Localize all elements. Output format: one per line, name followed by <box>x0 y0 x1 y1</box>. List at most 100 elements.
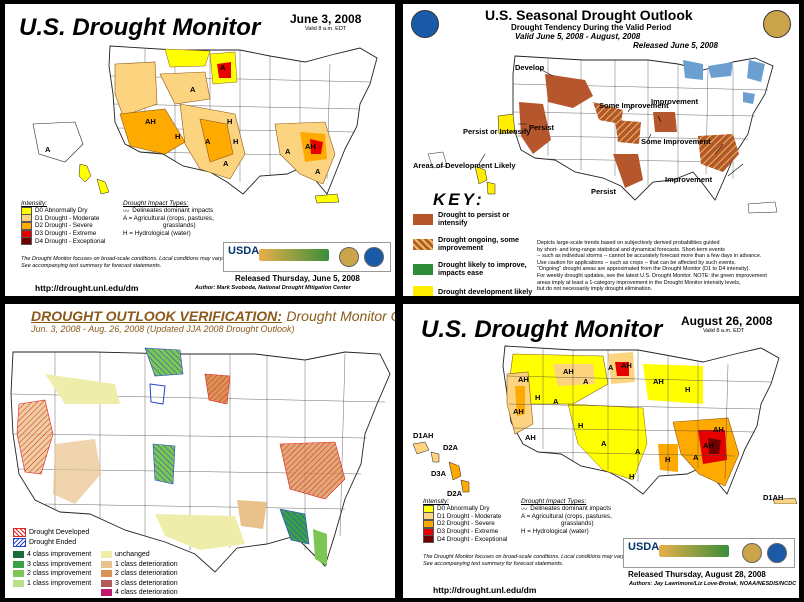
map-label: A <box>553 397 559 406</box>
map-label: AH <box>525 433 536 442</box>
legend-label: D4 Drought - Exceptional <box>35 237 106 245</box>
key-label: Drought likely to improve, impacts ease <box>438 260 527 277</box>
legend-swatch <box>423 504 434 513</box>
key-label: Drought development likely <box>438 286 533 296</box>
legend-row: grasslands) <box>521 520 612 528</box>
panel1-released: Released Thursday, June 5, 2008 <box>235 274 360 283</box>
noaa-logo-icon <box>767 543 787 563</box>
legend-label: 3 class deterioration <box>115 579 178 587</box>
hawaii-label: D2A <box>443 443 459 452</box>
map-label: Persist <box>591 187 617 196</box>
legend-row: 2 class improvement <box>13 569 91 579</box>
paragraph-line: Depicts large-scale trends based on subj… <box>537 240 720 246</box>
legend-label: grasslands) <box>561 520 594 528</box>
legend-label: Delineates dominant impacts <box>132 207 214 215</box>
legend-row: D2 Drought - Severe <box>423 519 507 528</box>
panel1-url[interactable]: http://drought.unl.edu/dm <box>35 283 139 293</box>
map-label: A <box>583 377 589 386</box>
legend-label: H = Hydrological (water) <box>521 528 589 536</box>
legend-swatch <box>423 512 434 521</box>
legend-row: 1 class deterioration <box>101 560 178 570</box>
ndmc-logo <box>259 249 329 261</box>
legend-label: 2 class deterioration <box>115 570 178 578</box>
legend-row: D2 Drought - Severe <box>21 221 105 230</box>
paragraph-line: For weekly drought updates, see the late… <box>537 272 767 279</box>
legend-label: 3 class improvement <box>27 560 92 568</box>
legend-label: D1 Drought - Moderate <box>437 512 502 520</box>
panel1-intensity-legend: Intensity: D0 Abnormally Dry D1 Drought … <box>21 200 106 246</box>
panel4-valid: Valid 8 a.m. EDT <box>703 328 745 334</box>
paragraph-line: by short- and long-range statistical and… <box>537 246 725 253</box>
panel3-deterioration-legend: unchanged 1 class deterioration 2 class … <box>101 550 178 598</box>
panel4-released: Released Thursday, August 28, 2008 <box>628 570 766 579</box>
legend-row: A = Agricultural (crops, pastures, <box>521 513 612 521</box>
legend-row: D1 Drought - Moderate <box>21 214 105 223</box>
legend-swatch <box>13 560 24 568</box>
key-row: Drought to persist or intensify <box>413 211 533 227</box>
legend-swatch <box>21 237 32 246</box>
legend-row: D0 Abnormally Dry <box>21 206 105 215</box>
key-swatch <box>413 238 433 250</box>
map-label: AH <box>653 377 664 386</box>
legend-label: D4 Drought - Exceptional <box>437 535 508 543</box>
panel2-released: Released June 5, 2008 <box>633 41 718 50</box>
legend-swatch <box>423 535 434 544</box>
panel2-map: Develop Persist Some Improvement Improve… <box>413 55 778 214</box>
drought-monitor-june-panel: U.S. Drought Monitor June 3, 2008 Valid … <box>5 4 395 296</box>
hawaii-label: D3A <box>431 469 447 478</box>
legend-row: D4 Drought - Exceptional <box>423 535 508 544</box>
usda-logo: USDA <box>628 541 660 553</box>
map-label: Develop <box>515 63 545 72</box>
key-row: Drought ongoing, some improvement <box>413 236 533 252</box>
seasonal-outlook-panel: U.S. Seasonal Drought Outlook Drought Te… <box>403 4 799 296</box>
panel4-url[interactable]: http://drought.unl.edu/dm <box>433 585 537 595</box>
legend-label: grasslands) <box>163 222 196 230</box>
legend-row: H = Hydrological (water) <box>123 230 214 238</box>
map-label: A <box>315 167 321 176</box>
map-label: Areas of Development Likely <box>413 161 516 170</box>
map-label: Some Improvement <box>641 137 711 146</box>
legend-label: 2 class improvement <box>27 570 92 578</box>
legend-row: H = Hydrological (water) <box>521 528 612 536</box>
map-label: A <box>190 85 196 94</box>
map-label: A <box>635 447 641 456</box>
legend-swatch <box>13 579 24 587</box>
panel3-subtitle: Jun. 3, 2008 - Aug. 26, 2008 (Updated JJ… <box>31 324 295 334</box>
map-label: H <box>665 455 670 464</box>
panel1-author: Author: Mark Svoboda, National Drought M… <box>195 285 351 291</box>
legend-label: D1 Drought - Moderate <box>35 214 100 222</box>
map-label: H <box>233 137 238 146</box>
legend-label: Drought Developed <box>29 529 90 537</box>
panel2-key: Drought to persist or intensify Drought … <box>413 211 533 296</box>
paragraph-line: "Ongoing" drought areas are approximated… <box>537 266 750 273</box>
panel3-map <box>10 347 391 573</box>
map-label: Persist or Intensify <box>463 127 531 136</box>
panel4-title: U.S. Drought Monitor <box>421 316 663 343</box>
ndmc-logo <box>659 545 729 557</box>
paragraph-line: areas imply at least a 1-category improv… <box>537 279 741 286</box>
map-label: Improvement <box>665 175 713 184</box>
legend-label: 1 class deterioration <box>115 560 178 568</box>
map-label: H <box>227 117 232 126</box>
legend-swatch <box>13 570 24 578</box>
squiggle-icon: 〰 <box>521 506 528 514</box>
legend-row: D3 Drought - Extreme <box>21 229 105 238</box>
map-label: A <box>608 363 614 372</box>
legend-label: 1 class improvement <box>27 579 92 587</box>
legend-row: 3 class improvement <box>13 560 91 570</box>
panel1-title: U.S. Drought Monitor <box>19 14 261 41</box>
panel2-key-title: KEY: <box>433 190 485 209</box>
map-label: AH <box>713 425 724 434</box>
panel4-impact-legend: Drought Impact Types: 〰 Delineates domina… <box>521 498 612 535</box>
legend-label: A = Agricultural (crops, pastures, <box>521 512 612 520</box>
key-row: Drought development likely <box>413 286 533 296</box>
legend-swatch <box>101 560 112 568</box>
map-label: A <box>205 137 211 146</box>
legend-swatch <box>101 589 112 597</box>
legend-label: D3 Drought - Extreme <box>35 230 97 238</box>
legend-label: D2 Drought - Severe <box>35 222 93 230</box>
legend-swatch <box>101 570 112 578</box>
legend-title: Intensity: <box>21 200 48 207</box>
legend-swatch <box>13 528 26 538</box>
map-label: A <box>45 145 51 154</box>
